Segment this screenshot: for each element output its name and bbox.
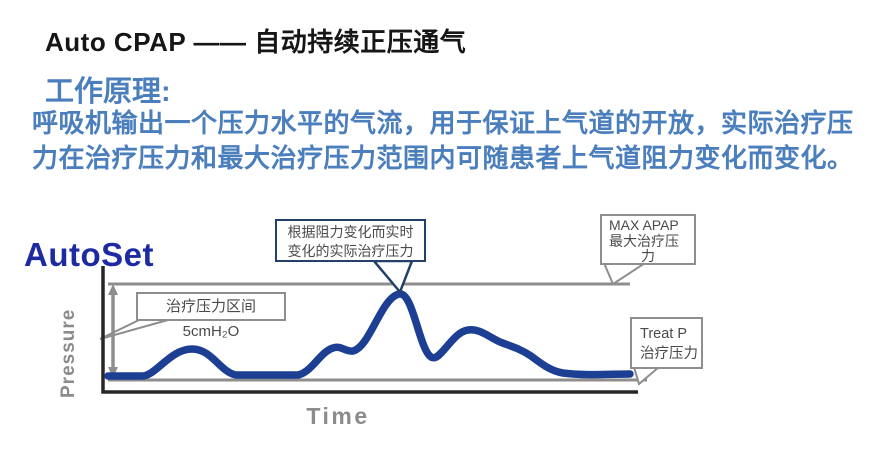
page-title: Auto CPAP —— 自动持续正压通气 xyxy=(45,27,467,57)
callout-treat-p: Treat P 治疗压力 xyxy=(630,317,703,369)
principle-heading: 工作原理: xyxy=(45,76,171,108)
callout-max-apap-line2: 最大治疗压 xyxy=(609,232,679,249)
callout-pressure-range: 治疗压力区间5cmH₂O xyxy=(136,292,286,340)
callout-actual-pressure-line2: 变化的实际治疗压力 xyxy=(287,243,414,259)
callout-treat-p-line1: Treat P xyxy=(640,326,688,342)
arrow-head-up-icon xyxy=(108,284,118,295)
callout-treat-p-line2: 治疗压力 xyxy=(640,346,698,362)
x-axis-label: Time xyxy=(306,403,370,429)
actual-pressure-callout-tail xyxy=(371,259,414,295)
chart-axes xyxy=(101,266,638,394)
callout-max-apap-line1: MAX APAP xyxy=(609,217,679,233)
max-callout-tail xyxy=(602,262,649,286)
autoset-logo: AutoSet xyxy=(24,236,154,273)
callout-max-apap-line3: 力 xyxy=(641,248,655,264)
callout-max-apap: MAX APAP 最大治疗压 力 xyxy=(600,214,696,265)
principle-body: 呼吸机输出一个压力水平的气流，用于保证上气道的开放，实际治疗压力在治疗压力和最大… xyxy=(32,108,854,173)
y-axis-label: Pressure xyxy=(58,308,79,398)
pressure-curve xyxy=(104,290,634,380)
callout-actual-pressure-line1: 根据阻力变化而实时 xyxy=(287,224,414,240)
callout-actual-pressure: 根据阻力变化而实时 变化的实际治疗压力 xyxy=(275,219,426,262)
callout-pressure-range-label: 治疗压力区间5cmH₂O xyxy=(165,298,256,340)
